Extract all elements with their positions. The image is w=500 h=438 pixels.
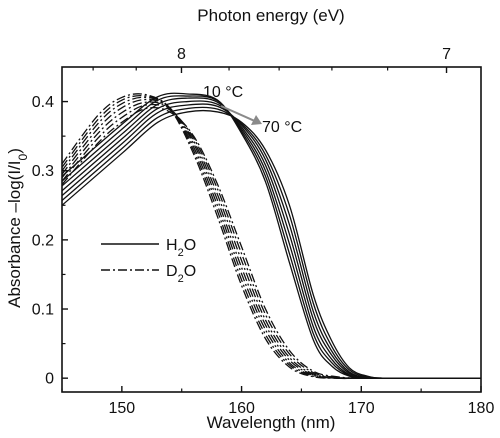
top-tick-label: 8	[177, 46, 186, 63]
annotation-high-temp: 70 °C	[262, 119, 302, 136]
annotation-low-temp: 10 °C	[203, 84, 243, 101]
d2o-line-10c	[62, 106, 481, 379]
h2o-line-20c	[62, 106, 481, 379]
d2o-line-40c	[62, 98, 481, 380]
temperature-arrowhead	[251, 115, 262, 125]
top-tick-label: 7	[442, 46, 451, 63]
x-tick-label: 150	[109, 400, 136, 417]
x-tick-label: 180	[468, 400, 495, 417]
plot-frame	[61, 66, 482, 393]
y-tick-label: 0	[45, 371, 54, 388]
x-tick-label: 170	[348, 400, 375, 417]
x-tick-label: 160	[228, 400, 255, 417]
y-axis-label: Absorbance –log(I/I0)	[5, 148, 30, 308]
top-axis-label: Photon energy (eV)	[197, 6, 344, 25]
legend-label-d2o: D2O	[166, 263, 196, 285]
x-axis-label: Wavelength (nm)	[207, 413, 336, 432]
y-tick-label: 0.1	[32, 302, 54, 319]
y-tick-label: 0.2	[32, 232, 54, 249]
d2o-line-20c	[62, 103, 481, 379]
d2o-line-70c	[62, 93, 481, 379]
tick-layer: 150 160 170 180 0 0.1 0.2 0.3 0.4 8 7	[32, 46, 495, 417]
series-layer	[62, 92, 481, 380]
legend: H2O D2O	[101, 237, 196, 285]
y-tick-label: 0.4	[32, 94, 54, 111]
legend-label-h2o: H2O	[166, 237, 196, 259]
temperature-arrow	[220, 105, 258, 123]
y-tick-label: 0.3	[32, 163, 54, 180]
